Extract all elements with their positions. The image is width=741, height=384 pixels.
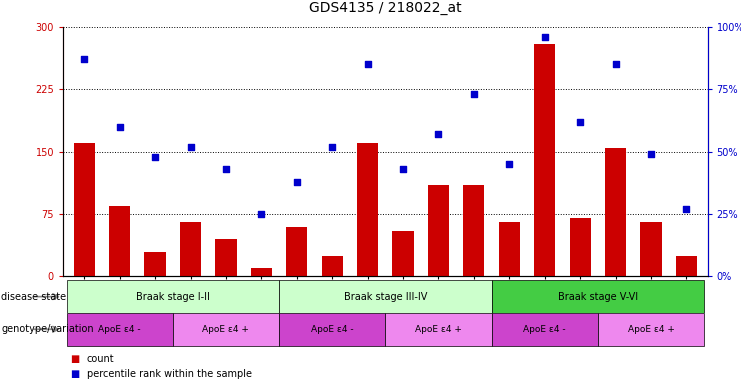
Point — [113, 124, 125, 130]
Point — [397, 166, 409, 172]
Bar — [357, 143, 378, 276]
Text: ApoE ε4 -: ApoE ε4 - — [311, 325, 353, 334]
Point — [326, 144, 338, 150]
Text: genotype/variation: genotype/variation — [1, 324, 94, 334]
Bar — [393, 231, 413, 276]
Text: ApoE ε4 +: ApoE ε4 + — [628, 325, 674, 334]
Point — [503, 161, 515, 167]
Bar — [463, 185, 485, 276]
Bar — [640, 222, 662, 276]
Point — [574, 119, 586, 125]
Bar — [499, 222, 520, 276]
Text: ApoE ε4 -: ApoE ε4 - — [523, 325, 566, 334]
Bar — [428, 185, 449, 276]
Bar — [250, 268, 272, 276]
Bar — [67, 280, 279, 313]
Text: count: count — [87, 354, 114, 364]
Text: ApoE ε4 +: ApoE ε4 + — [415, 325, 462, 334]
Point — [256, 211, 268, 217]
Point — [149, 154, 161, 160]
Bar — [279, 313, 385, 346]
Bar — [173, 313, 279, 346]
Point — [680, 206, 692, 212]
Bar — [67, 313, 173, 346]
Bar — [385, 313, 491, 346]
Bar — [676, 256, 697, 276]
Bar — [286, 227, 308, 276]
Bar — [279, 280, 491, 313]
Text: ■: ■ — [70, 354, 79, 364]
Text: ■: ■ — [70, 369, 79, 379]
Text: disease state: disease state — [1, 291, 67, 302]
Bar — [180, 222, 201, 276]
Bar — [605, 147, 626, 276]
Point — [645, 151, 657, 157]
Bar — [322, 256, 343, 276]
Text: Braak stage III-IV: Braak stage III-IV — [344, 291, 427, 302]
Bar — [109, 206, 130, 276]
Bar — [73, 143, 95, 276]
Text: ApoE ε4 -: ApoE ε4 - — [99, 325, 141, 334]
Text: Braak stage V-VI: Braak stage V-VI — [558, 291, 638, 302]
Bar — [570, 218, 591, 276]
Text: percentile rank within the sample: percentile rank within the sample — [87, 369, 252, 379]
Text: Braak stage I-II: Braak stage I-II — [136, 291, 210, 302]
Bar — [534, 43, 555, 276]
Bar — [491, 280, 704, 313]
Text: GDS4135 / 218022_at: GDS4135 / 218022_at — [309, 2, 462, 15]
Point — [433, 131, 445, 137]
Point — [468, 91, 480, 98]
Point — [362, 61, 373, 68]
Point — [220, 166, 232, 172]
Point — [539, 34, 551, 40]
Bar — [144, 252, 166, 276]
Bar — [491, 313, 598, 346]
Point — [610, 61, 622, 68]
Bar — [216, 239, 236, 276]
Point — [185, 144, 196, 150]
Text: ApoE ε4 +: ApoE ε4 + — [202, 325, 250, 334]
Point — [79, 56, 90, 62]
Point — [290, 179, 302, 185]
Bar — [598, 313, 704, 346]
